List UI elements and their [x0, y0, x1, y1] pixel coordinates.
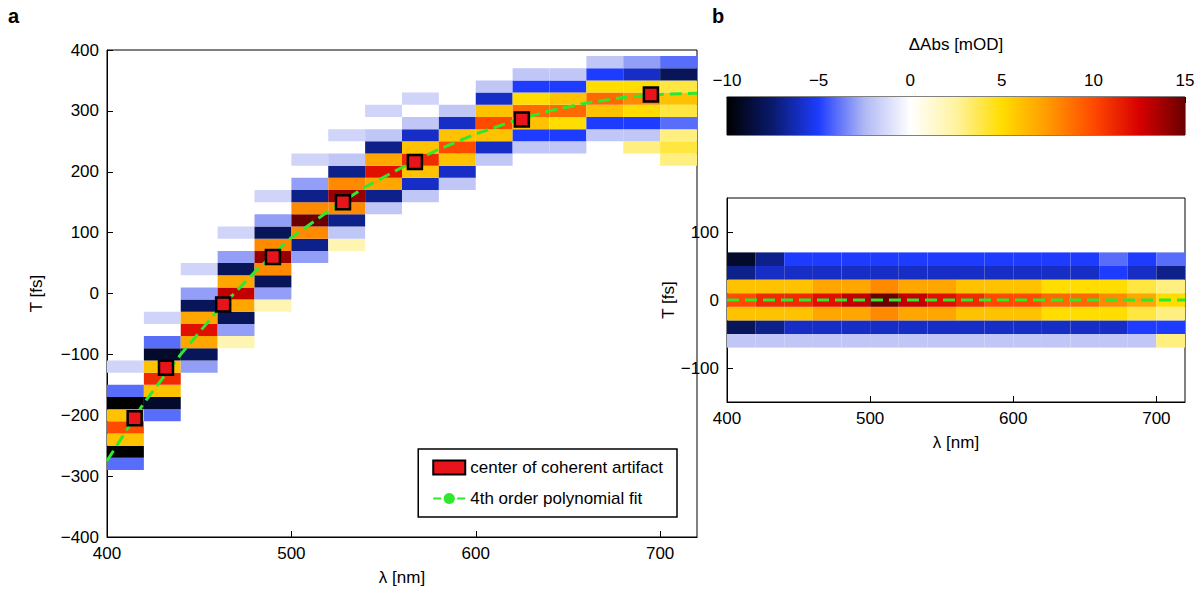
- svg-text:center of coherent artifact: center of coherent artifact: [470, 458, 663, 477]
- svg-text:400: 400: [713, 409, 741, 428]
- svg-text:600: 600: [999, 409, 1027, 428]
- svg-text:5: 5: [997, 71, 1006, 90]
- svg-text:−100: −100: [681, 359, 719, 378]
- svg-text:500: 500: [856, 409, 884, 428]
- svg-text:700: 700: [1142, 409, 1170, 428]
- svg-text:ΔAbs [mOD]: ΔAbs [mOD]: [909, 35, 1003, 54]
- svg-text:0: 0: [90, 284, 99, 303]
- svg-text:T [fs]: T [fs]: [659, 281, 678, 318]
- svg-text:400: 400: [93, 544, 121, 563]
- svg-text:T [fs]: T [fs]: [27, 275, 46, 312]
- svg-text:λ [nm]: λ [nm]: [933, 433, 979, 452]
- svg-text:−200: −200: [61, 406, 99, 425]
- svg-text:a: a: [8, 5, 20, 27]
- svg-text:100: 100: [691, 223, 719, 242]
- svg-text:−400: −400: [60, 527, 99, 547]
- svg-text:400: 400: [71, 41, 99, 60]
- svg-text:0: 0: [905, 71, 914, 90]
- svg-text:b: b: [712, 5, 724, 27]
- svg-text:0: 0: [710, 291, 719, 310]
- svg-text:15: 15: [1176, 71, 1195, 90]
- svg-text:700: 700: [646, 544, 674, 563]
- svg-text:−100: −100: [61, 345, 99, 364]
- svg-text:300: 300: [71, 101, 99, 120]
- svg-text:λ [nm]: λ [nm]: [379, 568, 425, 587]
- svg-text:−300: −300: [61, 467, 99, 486]
- svg-text:200: 200: [71, 162, 99, 181]
- svg-text:600: 600: [462, 544, 490, 563]
- svg-text:100: 100: [71, 223, 99, 242]
- svg-text:4th order polynomial fit: 4th order polynomial fit: [470, 489, 642, 508]
- svg-text:−10: −10: [713, 71, 742, 90]
- svg-text:500: 500: [277, 544, 305, 563]
- svg-text:−5: −5: [809, 71, 828, 90]
- svg-text:10: 10: [1084, 71, 1103, 90]
